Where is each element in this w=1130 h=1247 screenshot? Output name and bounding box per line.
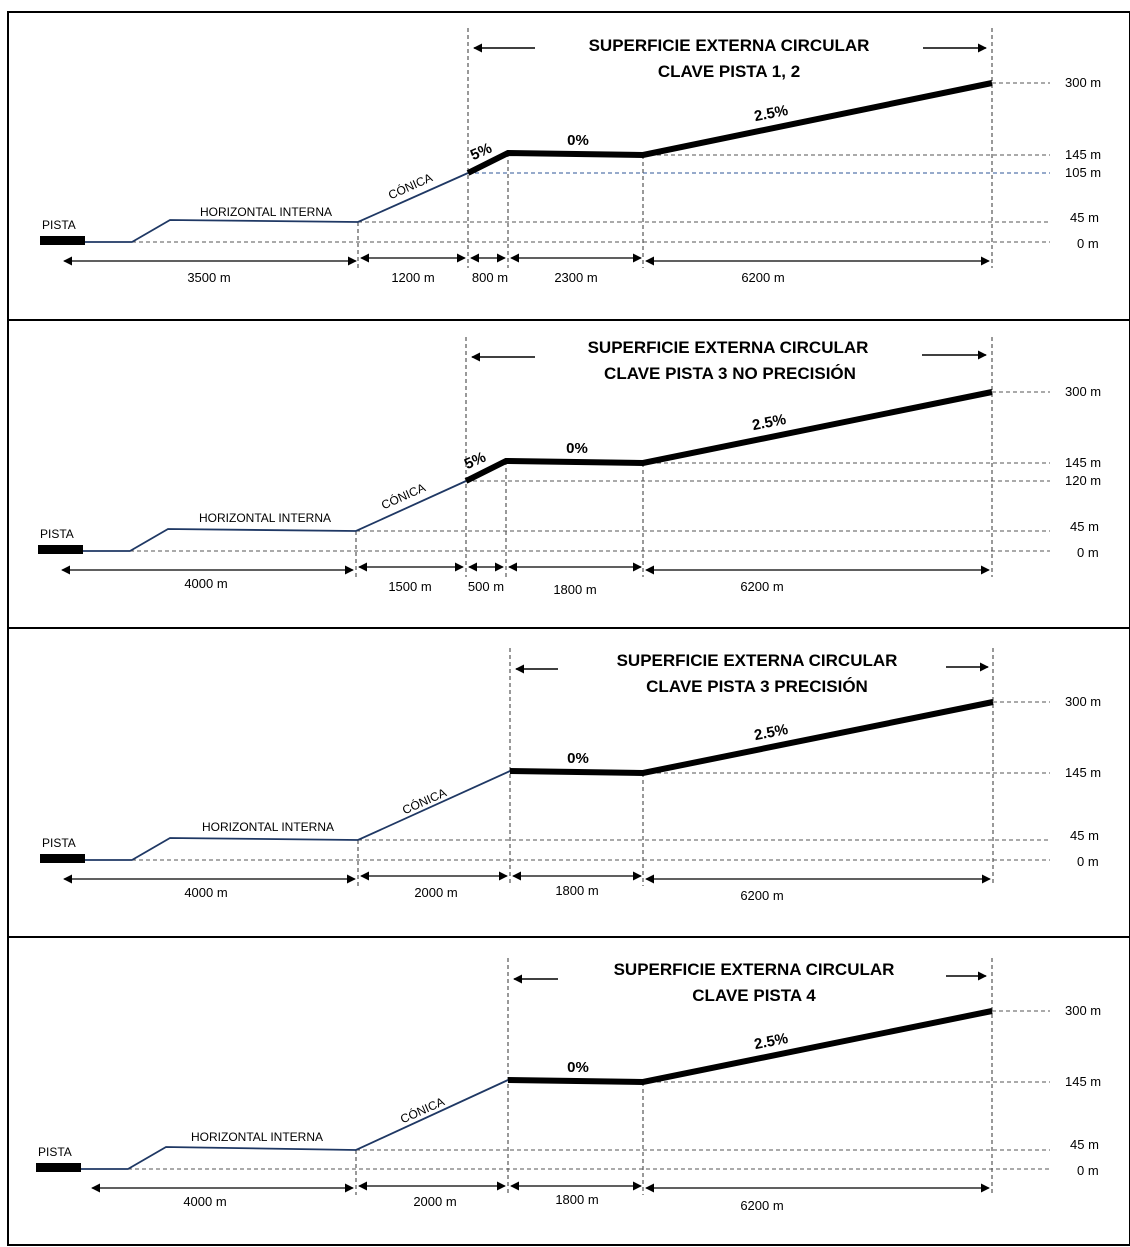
distance-label: 1800 m xyxy=(555,883,598,898)
distance-label: 6200 m xyxy=(740,1198,783,1213)
slope-2-5-label: 2.5% xyxy=(753,102,790,125)
horizontal-interna-label: HORIZONTAL INTERNA xyxy=(199,511,331,525)
distance-label: 1800 m xyxy=(553,582,596,597)
runway-label: PISTA xyxy=(42,218,76,232)
distance-label: 500 m xyxy=(468,579,504,594)
slope-2-5-label: 2.5% xyxy=(753,1030,790,1053)
elevation-label: 145 m xyxy=(1065,765,1101,780)
runway-block xyxy=(40,854,85,863)
elevation-label: 105 m xyxy=(1065,165,1101,180)
horizontal-interna-label: HORIZONTAL INTERNA xyxy=(200,205,332,219)
runway-block xyxy=(40,236,85,245)
inner-surface-line xyxy=(83,480,467,552)
elevation-label: 0 m xyxy=(1077,1163,1099,1178)
distance-label: 1200 m xyxy=(391,270,434,285)
panel-clave-1-2: SUPERFICIE EXTERNA CIRCULAR CLAVE PISTA … xyxy=(40,28,1101,285)
runway-block xyxy=(36,1163,81,1172)
slope-2-5-label: 2.5% xyxy=(753,721,790,744)
distance-label: 2000 m xyxy=(414,885,457,900)
panel-title-line1: SUPERFICIE EXTERNA CIRCULAR xyxy=(589,36,870,55)
panel-title-line2: CLAVE PISTA 3 NO PRECISIÓN xyxy=(604,364,856,383)
panel-title-line2: CLAVE PISTA 4 xyxy=(692,986,816,1005)
panel-title-line1: SUPERFICIE EXTERNA CIRCULAR xyxy=(588,338,869,357)
elevation-label: 0 m xyxy=(1077,236,1099,251)
slope-0-label: 0% xyxy=(567,132,589,149)
distance-label: 4000 m xyxy=(184,885,227,900)
distance-label: 6200 m xyxy=(740,579,783,594)
elevation-label: 0 m xyxy=(1077,545,1099,560)
distance-label: 6200 m xyxy=(741,270,784,285)
panel-title-line2: CLAVE PISTA 1, 2 xyxy=(658,62,800,81)
elevation-label: 145 m xyxy=(1065,147,1101,162)
distance-label: 1800 m xyxy=(555,1192,598,1207)
panel-title-line1: SUPERFICIE EXTERNA CIRCULAR xyxy=(617,651,898,670)
outer-surface-line xyxy=(464,389,993,484)
panel-clave-4: SUPERFICIE EXTERNA CIRCULAR CLAVE PISTA … xyxy=(36,958,1101,1213)
runway-label: PISTA xyxy=(38,1145,72,1159)
conica-label: CÓNICA xyxy=(379,480,428,513)
elevation-label: 145 m xyxy=(1065,455,1101,470)
panel-clave-3-precision: SUPERFICIE EXTERNA CIRCULAR CLAVE PISTA … xyxy=(40,648,1101,903)
slope-0-label: 0% xyxy=(567,750,589,767)
elevation-label: 45 m xyxy=(1070,828,1099,843)
distance-label: 6200 m xyxy=(740,888,783,903)
conica-label: CÓNICA xyxy=(398,1094,447,1127)
conica-label: CÓNICA xyxy=(386,170,435,203)
elevation-label: 120 m xyxy=(1065,473,1101,488)
outer-surface-line xyxy=(466,80,993,176)
elevation-label: 45 m xyxy=(1070,210,1099,225)
conica-label: CÓNICA xyxy=(400,785,449,818)
slope-2-5-label: 2.5% xyxy=(751,411,788,434)
panel-clave-3-no-precision: SUPERFICIE EXTERNA CIRCULAR CLAVE PISTA … xyxy=(38,337,1101,597)
slope-0-label: 0% xyxy=(567,1059,589,1076)
horizontal-interna-label: HORIZONTAL INTERNA xyxy=(191,1130,323,1144)
elevation-label: 300 m xyxy=(1065,75,1101,90)
panel-title-line1: SUPERFICIE EXTERNA CIRCULAR xyxy=(614,960,895,979)
elevation-label: 0 m xyxy=(1077,854,1099,869)
distance-label: 4000 m xyxy=(184,576,227,591)
distance-label: 2000 m xyxy=(413,1194,456,1209)
distance-label: 3500 m xyxy=(187,270,230,285)
slope-0-label: 0% xyxy=(566,440,588,457)
elevation-label: 300 m xyxy=(1065,694,1101,709)
outer-surface-line xyxy=(509,699,994,777)
elevation-label: 300 m xyxy=(1065,1003,1101,1018)
distance-label: 4000 m xyxy=(183,1194,226,1209)
outer-surface-line xyxy=(507,1008,993,1086)
elevation-label: 300 m xyxy=(1065,384,1101,399)
distance-label: 2300 m xyxy=(554,270,597,285)
panel-title-line2: CLAVE PISTA 3 PRECISIÓN xyxy=(646,677,868,696)
elevation-label: 145 m xyxy=(1065,1074,1101,1089)
runway-label: PISTA xyxy=(40,527,74,541)
elevation-label: 45 m xyxy=(1070,1137,1099,1152)
runway-label: PISTA xyxy=(42,836,76,850)
inner-surface-line xyxy=(85,172,469,243)
inner-surface-line xyxy=(85,770,511,861)
distance-label: 800 m xyxy=(472,270,508,285)
inner-surface-line xyxy=(81,1079,509,1170)
elevation-label: 45 m xyxy=(1070,519,1099,534)
horizontal-interna-label: HORIZONTAL INTERNA xyxy=(202,820,334,834)
distance-label: 1500 m xyxy=(388,579,431,594)
runway-block xyxy=(38,545,83,554)
